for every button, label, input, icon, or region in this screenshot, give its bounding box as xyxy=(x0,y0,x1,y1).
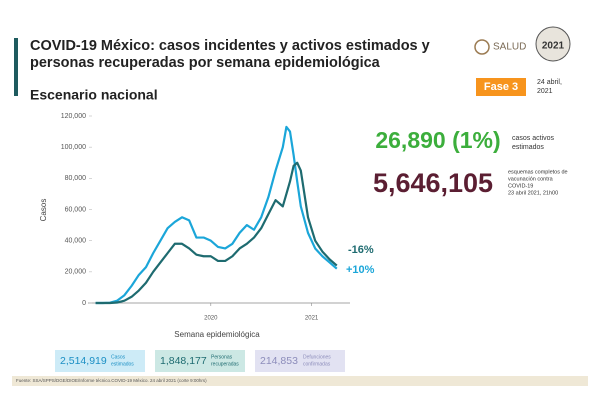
y-tick-label: 80,000 xyxy=(65,175,87,182)
logo-text: SALUD xyxy=(493,42,526,53)
box xyxy=(255,350,345,372)
badge xyxy=(476,78,526,96)
box-label: confirmadas xyxy=(303,361,331,367)
date: 24 abril, xyxy=(537,79,562,86)
subtitle: Escenario nacional xyxy=(30,87,158,103)
box-label: Casos xyxy=(111,354,126,360)
y-tick-label: 60,000 xyxy=(65,206,87,213)
vaccines-label: vacunación contra xyxy=(508,176,554,182)
y-tick-label: 20,000 xyxy=(65,269,87,276)
x-tick-label: 2020 xyxy=(204,316,218,322)
box-label: estimados xyxy=(111,361,134,367)
date: 2021 xyxy=(537,88,553,95)
box-label: Defunciones xyxy=(303,354,331,360)
logo-icon xyxy=(474,39,490,55)
active-label: estimados xyxy=(512,144,544,151)
footer-band xyxy=(12,376,588,386)
active-cases: 26,890 (1%) xyxy=(375,127,500,153)
title: personas recuperadas por semana epidemio… xyxy=(30,55,381,71)
active-label: casos activos xyxy=(512,135,555,142)
seal xyxy=(535,26,571,62)
title: COVID-19 México: casos incidentes y acti… xyxy=(30,38,430,54)
vaccines-label: COVID-19 xyxy=(508,183,533,189)
x-axis-label: Semana epidemiológica xyxy=(174,330,260,339)
seal-text: 2021 xyxy=(542,41,565,52)
chart: Casos Semana epidemiológica 0 20,000 40,00… xyxy=(39,113,375,339)
accent-bar xyxy=(14,38,18,96)
badge-text: Fase 3 xyxy=(484,81,518,93)
box-value: 1,848,177 xyxy=(160,355,207,367)
box-value: 2,514,919 xyxy=(60,355,107,367)
vaccines: 5,646,105 xyxy=(373,168,493,198)
box-value: 214,853 xyxy=(260,355,298,367)
vaccines-label: esquemas completos de xyxy=(508,169,568,175)
y-tick-label: 100,000 xyxy=(61,144,86,151)
y-tick-label: 0 xyxy=(82,300,86,307)
box-label: Personas xyxy=(211,354,233,360)
annotation: -16% xyxy=(348,244,374,256)
series-line xyxy=(95,161,338,305)
y-tick-label: 120,000 xyxy=(61,113,86,120)
vaccines-label: 23 abril 2021, 21h00 xyxy=(508,190,558,196)
box xyxy=(55,350,145,372)
footer: Fuente: SSA/SPPS/DGE/DIOE/Informe técnic… xyxy=(16,378,207,383)
y-axis-label: Casos xyxy=(39,199,48,222)
y-tick-label: 40,000 xyxy=(65,238,87,245)
annotation: +10% xyxy=(346,264,375,276)
box-label: recuperadas xyxy=(211,361,239,367)
box xyxy=(155,350,245,372)
series-line xyxy=(95,125,338,305)
x-tick-label: 2021 xyxy=(305,316,319,322)
